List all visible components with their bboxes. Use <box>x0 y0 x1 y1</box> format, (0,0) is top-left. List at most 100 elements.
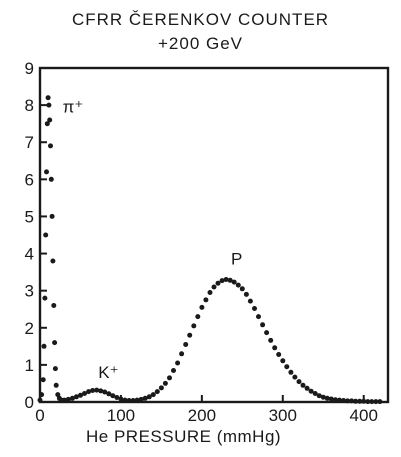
y-tick-label: 2 <box>25 319 34 338</box>
data-point <box>207 290 213 295</box>
data-point <box>47 117 53 123</box>
data-point <box>122 397 128 403</box>
data-point <box>247 298 253 304</box>
data-point <box>37 397 43 403</box>
x-tick-label: 200 <box>188 406 216 425</box>
data-point <box>223 277 229 282</box>
data-point <box>175 360 181 366</box>
data-point <box>183 342 189 347</box>
data-point <box>260 322 266 328</box>
data-point <box>114 395 120 400</box>
data-point <box>353 398 359 404</box>
data-point <box>90 388 96 393</box>
data-point <box>44 169 49 175</box>
data-point <box>272 345 278 351</box>
data-point <box>239 286 245 292</box>
data-point <box>361 398 367 404</box>
data-point <box>195 314 201 320</box>
x-axis-label: He PRESSURE (mmHg) <box>86 427 282 446</box>
data-point <box>300 382 306 388</box>
data-point <box>276 352 282 357</box>
y-tick-label: 4 <box>25 245 34 264</box>
data-point <box>312 391 318 396</box>
data-point <box>227 277 233 283</box>
data-point <box>341 398 346 403</box>
data-point <box>154 389 160 395</box>
data-point <box>65 396 71 402</box>
axis-ticks: 0 1 2 3 4 5 6 7 8 9 0 100 200 300 400 <box>25 59 378 425</box>
data-point <box>332 397 338 403</box>
data-point <box>357 398 363 404</box>
data-point <box>150 392 156 398</box>
data-point <box>280 358 286 364</box>
data-point <box>50 258 56 264</box>
data-point <box>61 397 67 403</box>
data-point <box>162 380 168 386</box>
data-point <box>268 337 274 343</box>
data-point <box>167 375 172 381</box>
data-point <box>110 393 116 399</box>
data-point <box>86 389 92 395</box>
data-point <box>43 232 49 238</box>
data-point <box>203 297 209 303</box>
data-point <box>199 304 205 310</box>
data-point <box>171 368 176 373</box>
data-point <box>215 280 221 286</box>
data-point <box>48 143 53 149</box>
data-point <box>235 282 241 288</box>
data-point <box>118 396 124 402</box>
data-point <box>320 394 326 400</box>
data-point <box>365 399 371 405</box>
peak-annotation: π⁺ <box>63 98 84 117</box>
data-point <box>231 279 237 285</box>
data-point <box>146 394 152 400</box>
data-point <box>106 391 112 397</box>
y-tick-label: 6 <box>25 170 34 189</box>
y-tick-label: 3 <box>25 282 34 301</box>
x-tick-label: 300 <box>269 406 297 425</box>
data-point <box>82 391 87 396</box>
y-tick-label: 8 <box>25 96 34 115</box>
annotations: π⁺ K⁺ P <box>63 98 243 382</box>
data-point <box>45 95 51 101</box>
plot-frame <box>38 66 390 404</box>
data-point <box>288 369 294 375</box>
data-point <box>349 398 355 404</box>
data-point <box>292 374 298 380</box>
x-tick-label: 0 <box>35 406 44 425</box>
data-point <box>252 306 257 311</box>
data-point <box>324 395 330 401</box>
data-point <box>40 377 46 383</box>
data-point <box>44 121 50 127</box>
data-point <box>51 303 57 308</box>
data-point <box>179 351 185 357</box>
data-point <box>52 340 58 346</box>
data-point <box>126 398 132 403</box>
data-point <box>211 284 217 290</box>
y-tick-label: 5 <box>25 207 34 226</box>
data-point <box>296 379 302 385</box>
peak-annotation: K⁺ <box>98 363 118 382</box>
y-tick-label: 7 <box>25 133 34 152</box>
data-point <box>46 102 52 108</box>
data-point <box>256 314 261 320</box>
data-point <box>49 213 55 219</box>
data-point <box>53 382 59 388</box>
x-tick-label: 100 <box>107 406 135 425</box>
data-point <box>78 392 83 398</box>
data-point <box>39 392 45 398</box>
data-point <box>336 397 342 403</box>
y-tick-label: 0 <box>25 393 34 412</box>
data-point <box>377 399 383 405</box>
data-point <box>345 398 350 404</box>
data-point <box>48 176 54 182</box>
chart-subtitle: +200 GeV <box>157 34 244 53</box>
data-point <box>52 366 58 372</box>
data-point <box>187 332 193 338</box>
data-points <box>37 95 383 405</box>
data-point <box>130 398 136 403</box>
data-point <box>142 395 148 401</box>
data-point <box>264 330 270 336</box>
data-point <box>304 385 310 391</box>
